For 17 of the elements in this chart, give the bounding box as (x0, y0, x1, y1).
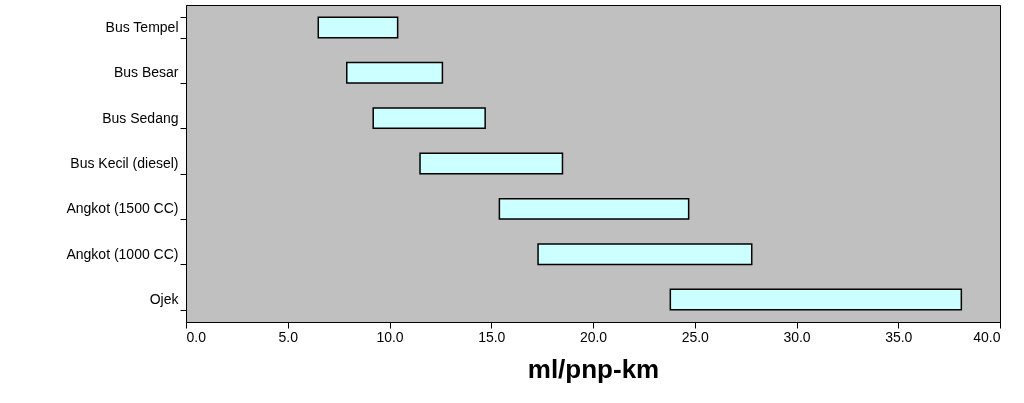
y-tick-label: Bus Sedang (102, 109, 179, 126)
x-tick-label: 25.0 (681, 328, 710, 345)
y-tick-label: Bus Besar (113, 64, 179, 81)
x-tick-label: 40.0 (973, 328, 1001, 345)
x-tick-label: 0.0 (186, 328, 207, 345)
y-tick-label: Bus Tempel (105, 18, 179, 35)
x-tick-label: 15.0 (478, 328, 506, 345)
y-tick-label: Ojek (149, 291, 180, 308)
y-tick-label: Angkot (1500 CC) (66, 200, 179, 217)
x-axis-title: ml/pnp-km (527, 353, 660, 384)
y-tick-label: Bus Kecil (diesel) (70, 155, 179, 171)
x-tick-label: 20.0 (579, 328, 608, 345)
x-tick-label: 10.0 (376, 328, 404, 345)
y-tick-label: Angkot (1000 CC) (66, 245, 179, 262)
x-tick-label: 5.0 (278, 328, 299, 345)
x-tick-label: 30.0 (783, 328, 811, 345)
x-tick-label: 35.0 (885, 328, 913, 345)
